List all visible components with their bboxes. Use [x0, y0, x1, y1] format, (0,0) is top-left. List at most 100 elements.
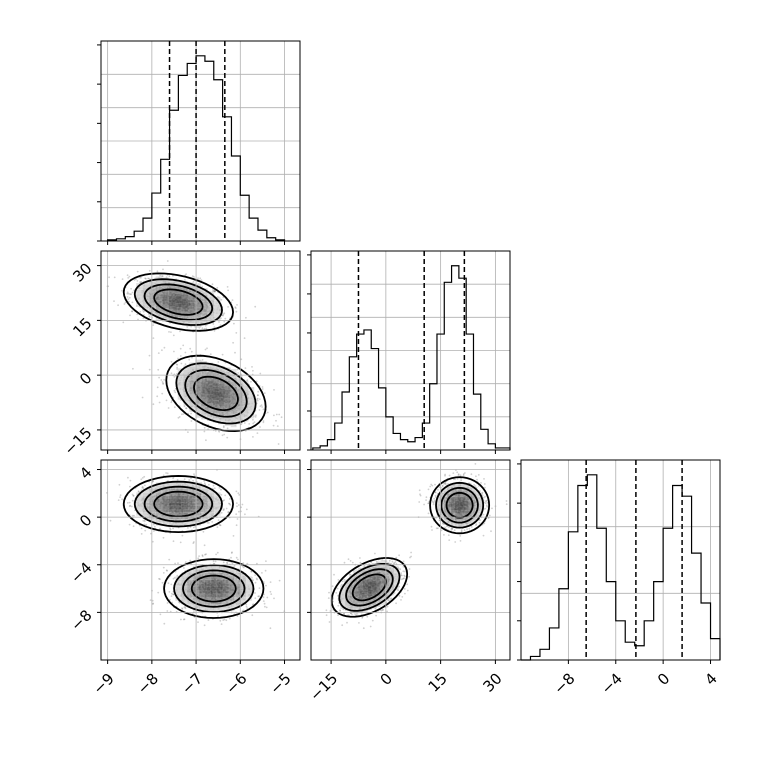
- scatter-point: [351, 613, 353, 616]
- density-cell: [175, 280, 182, 284]
- density-cell: [230, 391, 237, 396]
- scatter-point: [216, 526, 219, 528]
- scatter-point: [197, 277, 199, 279]
- scatter-point: [265, 560, 267, 562]
- density-cell: [201, 298, 208, 302]
- scatter-point: [220, 488, 222, 491]
- density-cell: [188, 316, 195, 320]
- density-cell: [242, 385, 249, 391]
- contour-1-1: [184, 369, 248, 418]
- density-cell: [207, 389, 213, 395]
- scatter-point: [253, 421, 256, 423]
- scatter-point: [252, 369, 254, 372]
- scatter-point: [153, 525, 156, 528]
- density-cell: [183, 383, 190, 388]
- density-cell: [224, 403, 231, 408]
- contour-1-0: [193, 375, 239, 411]
- scatter-point: [185, 407, 188, 410]
- scatter-point: [200, 279, 203, 281]
- density-cell: [194, 314, 202, 318]
- density-cell: [162, 509, 169, 513]
- scatter-point: [152, 337, 155, 339]
- scatter-point: [211, 291, 214, 293]
- scatter-point: [130, 287, 133, 290]
- scatter-point: [162, 268, 164, 271]
- scatter-point: [177, 562, 179, 564]
- density-cell: [181, 505, 189, 509]
- scatter-point: [190, 420, 193, 422]
- scatter-point: [123, 303, 126, 305]
- scatter-point: [124, 301, 127, 304]
- scatter-point: [213, 326, 216, 328]
- density-cell: [136, 505, 143, 509]
- density-cell: [189, 380, 196, 385]
- density-cell: [201, 305, 208, 309]
- scatter-point: [121, 498, 123, 501]
- scatter-point: [235, 556, 238, 559]
- density-cell: [162, 499, 169, 503]
- histogram-series-1: [312, 265, 511, 450]
- density-cell: [218, 379, 225, 384]
- density-cell: [224, 412, 231, 417]
- scatter-point: [162, 566, 165, 569]
- scatter-point: [257, 394, 259, 397]
- density-cell: [214, 505, 221, 509]
- scatter-point: [198, 555, 201, 557]
- density-cell: [213, 418, 219, 423]
- pair-panel-0-2: [97, 459, 301, 664]
- scatter-point: [172, 334, 175, 337]
- scatter-point: [179, 330, 181, 333]
- density-cell: [175, 492, 182, 496]
- scatter-point: [192, 526, 195, 529]
- scatter-point: [341, 624, 344, 627]
- scatter-point: [119, 494, 122, 496]
- density-cell: [207, 407, 213, 412]
- scatter-point: [331, 585, 334, 588]
- scatter-point: [179, 347, 182, 350]
- scatter-point: [213, 329, 216, 332]
- scatter-point: [237, 492, 240, 495]
- scatter-point: [204, 483, 207, 486]
- scatter-point: [230, 556, 232, 559]
- scatter-point: [228, 617, 231, 620]
- histogram-frame: [520, 459, 721, 661]
- density-cell: [189, 384, 196, 390]
- density-cell: [194, 321, 202, 325]
- scatter-point: [258, 595, 260, 598]
- scatter-point: [218, 487, 221, 489]
- density-cell: [224, 376, 231, 381]
- scatter-point: [192, 479, 195, 482]
- scatter-point: [118, 483, 121, 486]
- density-cell: [181, 308, 189, 312]
- scatter-point: [144, 484, 146, 487]
- scatter-point: [215, 553, 218, 556]
- scatter-point: [139, 311, 142, 313]
- density-cell: [142, 287, 150, 291]
- scatter-point: [180, 618, 182, 621]
- scatter-point: [223, 320, 226, 323]
- scatter-point: [269, 590, 272, 593]
- density-cell: [168, 495, 176, 499]
- scatter-point: [226, 286, 229, 288]
- density-cell: [230, 373, 237, 378]
- scatter-point: [172, 275, 174, 277]
- scatter-point: [219, 324, 222, 326]
- density-cell: [149, 288, 156, 293]
- scatter-point: [214, 290, 216, 292]
- histogram-series-2: [521, 474, 721, 661]
- scatter-point: [176, 366, 179, 369]
- scatter-point: [263, 602, 266, 605]
- density-cell: [246, 583, 253, 587]
- scatter-point: [129, 293, 131, 295]
- scatter-point: [251, 366, 253, 368]
- density-cell: [175, 303, 182, 308]
- density-cell: [236, 397, 243, 402]
- scatter-point: [170, 401, 173, 404]
- scatter-point: [165, 472, 168, 474]
- scatter-point: [182, 413, 185, 415]
- density-cell: [175, 320, 182, 325]
- density-cell: [136, 289, 143, 294]
- scatter-point: [152, 403, 155, 406]
- scatter-point: [393, 562, 396, 564]
- scatter-point: [201, 359, 204, 361]
